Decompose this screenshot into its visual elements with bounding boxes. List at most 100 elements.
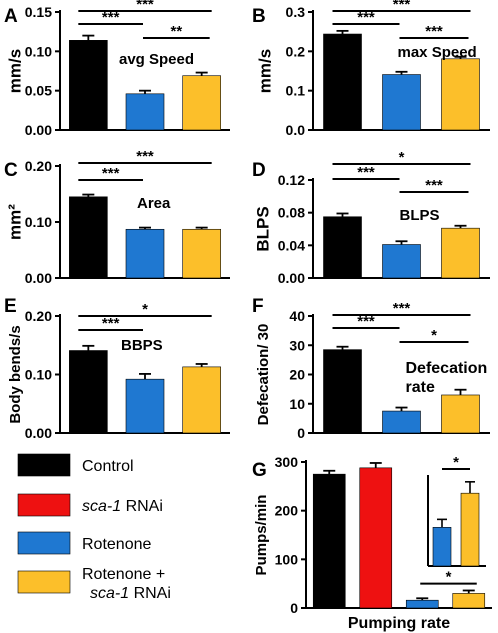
significance-label: *** bbox=[393, 300, 411, 317]
bar-rotenone bbox=[382, 244, 421, 279]
y-tick-label: 0.2 bbox=[286, 43, 306, 59]
panel-annotation: BBPS bbox=[121, 337, 163, 354]
bar-rotenone bbox=[125, 378, 165, 434]
y-tick-label: 0.20 bbox=[25, 308, 52, 324]
panel-letter: D bbox=[252, 160, 266, 181]
panel-letter: B bbox=[252, 6, 266, 27]
significance-label: *** bbox=[357, 9, 375, 26]
y-tick-label: 300 bbox=[275, 454, 299, 470]
legend-swatch bbox=[17, 570, 71, 594]
bar-rotenone bbox=[405, 599, 439, 609]
legend: Control sca-1 RNAi Rotenone Rotenone + sca-1… bbox=[17, 453, 171, 602]
y-axis-label: mm/s bbox=[5, 49, 24, 93]
y-tick-label: 0.00 bbox=[278, 270, 305, 286]
panel-letter: C bbox=[4, 160, 18, 181]
y-tick-label: 10 bbox=[289, 396, 305, 412]
bar-rotenone-sca-1-rnai bbox=[441, 394, 480, 434]
y-tick-label: 20 bbox=[289, 367, 305, 383]
significance-label: *** bbox=[102, 9, 120, 26]
y-tick-label: 0.15 bbox=[25, 4, 52, 20]
inset-bar bbox=[432, 527, 452, 567]
legend-label-rest: RNAi bbox=[121, 498, 163, 515]
significance-label: *** bbox=[102, 315, 120, 332]
y-axis-label: Pumps/min bbox=[253, 495, 270, 576]
y-axis-label: BLPS bbox=[253, 206, 272, 251]
y-tick-label: 200 bbox=[275, 503, 299, 519]
panel-annotation: Defecation bbox=[406, 360, 488, 377]
bar-rotenone bbox=[125, 93, 165, 131]
y-axis-label: Defecation/ 30 bbox=[255, 324, 272, 426]
panel-g: G 0 100 200 300 Pumps/min * Pumping rate * bbox=[252, 454, 492, 632]
bar-control bbox=[69, 196, 108, 279]
y-tick-label: 0.0 bbox=[286, 122, 306, 138]
bar-control bbox=[312, 473, 346, 609]
bar-control bbox=[323, 216, 362, 279]
significance-label: * bbox=[142, 301, 148, 318]
y-tick-label: 40 bbox=[289, 308, 305, 324]
bar-rotenone-sca-1-rnai bbox=[441, 227, 480, 279]
panel-annotation: Area bbox=[137, 195, 171, 212]
y-tick-label: 100 bbox=[275, 551, 299, 567]
bar-control bbox=[323, 349, 362, 434]
y-tick-label: 0.00 bbox=[25, 425, 52, 441]
legend-label-italic: sca-1 bbox=[82, 498, 121, 515]
panel-annotation: rate bbox=[406, 379, 435, 396]
y-tick-label: 0.10 bbox=[25, 214, 52, 230]
panel-annotation: avg Speed bbox=[119, 51, 194, 68]
y-tick-label: 0.20 bbox=[25, 158, 52, 174]
significance-label: * bbox=[446, 569, 452, 586]
significance-label: *** bbox=[425, 23, 443, 40]
significance-label: *** bbox=[357, 313, 375, 330]
y-tick-label: 30 bbox=[289, 337, 305, 353]
legend-label: Rotenone + bbox=[82, 566, 165, 583]
y-tick-label: 0.00 bbox=[25, 270, 52, 286]
legend-label-rest: RNAi bbox=[129, 585, 171, 602]
legend-label: Rotenone bbox=[82, 536, 151, 553]
significance-label: *** bbox=[393, 0, 411, 13]
significance-label: *** bbox=[136, 148, 154, 165]
significance-label: * bbox=[399, 149, 405, 166]
bar-control bbox=[69, 40, 108, 131]
bar-rotenone-sca-1-rnai bbox=[182, 228, 221, 279]
panel-annotation: BLPS bbox=[400, 207, 440, 224]
significance-label: *** bbox=[425, 177, 443, 194]
y-tick-label: 0 bbox=[290, 600, 298, 616]
y-tick-label: 0.10 bbox=[25, 367, 52, 383]
y-tick-label: 0.04 bbox=[278, 237, 305, 253]
bar-sca-1-rnai bbox=[359, 467, 393, 609]
y-tick-label: 0.3 bbox=[286, 4, 306, 20]
panel-c: C 0.00 0.10 0.20 mm² *** *** Area bbox=[4, 148, 230, 286]
inset-bar bbox=[460, 492, 480, 567]
significance-label: *** bbox=[136, 0, 154, 13]
y-tick-label: 0.10 bbox=[25, 43, 52, 59]
legend-label: sca-1 RNAi bbox=[90, 585, 171, 602]
y-tick-label: 0.08 bbox=[278, 205, 305, 221]
legend-swatch bbox=[17, 453, 71, 477]
significance-label: *** bbox=[357, 164, 375, 181]
panel-letter: E bbox=[4, 296, 17, 317]
panel-annotation: max Speed bbox=[398, 44, 477, 61]
legend-label: Control bbox=[82, 458, 134, 475]
legend-swatch bbox=[17, 531, 71, 555]
bar-rotenone-sca-1-rnai bbox=[452, 593, 486, 609]
y-tick-label: 0.12 bbox=[278, 172, 305, 188]
panel-letter: A bbox=[4, 6, 18, 27]
y-axis-label: mm² bbox=[5, 204, 24, 240]
panel-letter: F bbox=[252, 296, 264, 317]
y-axis-label: mm/s bbox=[255, 49, 274, 93]
panel-letter: G bbox=[252, 460, 267, 481]
bar-rotenone-sca-1-rnai bbox=[182, 366, 221, 434]
panel-b: B 0.0 0.1 0.2 0.3 mm/s *** *** *** max Speed bbox=[252, 0, 490, 138]
significance-label: * bbox=[431, 327, 437, 344]
bar-rotenone-sca-1-rnai bbox=[441, 58, 480, 131]
y-tick-label: 0.1 bbox=[286, 83, 306, 99]
inset-chart: * bbox=[427, 454, 486, 567]
legend-label: sca-1 RNAi bbox=[82, 498, 163, 515]
inset-significance-label: * bbox=[453, 454, 459, 471]
y-tick-label: 0.00 bbox=[25, 122, 52, 138]
